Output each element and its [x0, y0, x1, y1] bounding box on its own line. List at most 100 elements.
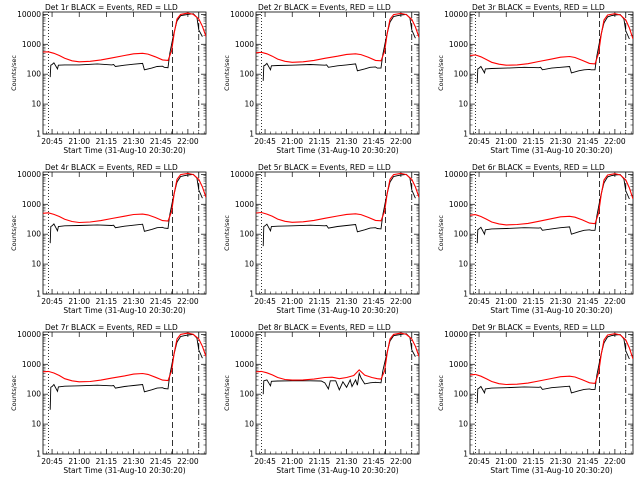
y-tick-label: 1 [249, 450, 254, 459]
x-tick-label: 20:45 [468, 297, 490, 306]
plot-frame [42, 331, 207, 455]
y-tick-label: 10000 [444, 330, 468, 339]
y-tick-label: 100 [240, 230, 255, 239]
y-tick-label: 10000 [17, 330, 41, 339]
x-tick-label: 21:00 [68, 297, 90, 306]
x-axis-label: Start Time (31-Aug-10 20:30:20) [63, 146, 185, 155]
y-tick-label: 1 [36, 290, 41, 299]
x-tick-label: 21:00 [495, 297, 517, 306]
y-axis-label: Counts/sec [437, 215, 445, 251]
x-tick-label: 21:15 [309, 457, 331, 466]
x-tick-label: 22:00 [390, 297, 412, 306]
x-tick-label: 21:00 [68, 457, 90, 466]
plot-frame [255, 331, 420, 455]
x-tick-label: 21:45 [577, 137, 599, 146]
x-tick-label: 21:00 [281, 297, 303, 306]
y-tick-label: 10 [244, 260, 254, 269]
series-events-line [476, 14, 630, 84]
series-lld-line [470, 333, 633, 386]
y-tick-label: 100 [454, 230, 469, 239]
y-tick-label: 10000 [17, 10, 41, 19]
x-tick-label: 21:00 [495, 457, 517, 466]
y-tick-label: 1 [249, 290, 254, 299]
series-lld-line [256, 172, 419, 223]
series-events-line [476, 174, 630, 244]
x-tick-label: 21:30 [336, 137, 358, 146]
x-tick-label: 21:15 [523, 457, 545, 466]
series-lld-line [43, 172, 206, 224]
x-tick-label: 20:45 [41, 297, 63, 306]
panel-title: Det 8r BLACK = Events, RED = LLD [258, 323, 391, 332]
y-tick-label: 10 [458, 420, 468, 429]
y-tick-label: 10000 [444, 10, 468, 19]
y-tick-label: 1000 [22, 40, 41, 49]
y-tick-label: 100 [454, 390, 469, 399]
y-tick-label: 1 [249, 130, 254, 139]
x-tick-label: 22:00 [604, 457, 626, 466]
y-tick-label: 10 [244, 420, 254, 429]
y-tick-label: 1000 [449, 40, 468, 49]
panel-title: Det 2r BLACK = Events, RED = LLD [258, 3, 391, 12]
panel-title: Det 6r BLACK = Events, RED = LLD [472, 163, 605, 172]
x-axis-label: Start Time (31-Aug-10 20:30:20) [276, 146, 398, 155]
panel-title: Det 5r BLACK = Events, RED = LLD [258, 163, 391, 172]
x-tick-label: 20:45 [468, 457, 490, 466]
panel-det-2: Det 2r BLACK = Events, RED = LLD 1 10 100 10… [223, 3, 420, 155]
x-tick-label: 21:30 [550, 297, 572, 306]
panel-det-4: Det 4r BLACK = Events, RED = LLD 1 10 100 10… [10, 163, 207, 315]
x-tick-label: 22:00 [390, 457, 412, 466]
x-tick-label: 21:30 [336, 457, 358, 466]
series-lld-line [43, 332, 206, 383]
panel-det-1: Det 1r BLACK = Events, RED = LLD 1 10 100 10… [10, 3, 207, 155]
y-tick-label: 10 [31, 420, 41, 429]
x-tick-label: 21:45 [150, 297, 172, 306]
x-tick-label: 22:00 [604, 297, 626, 306]
x-tick-label: 21:15 [309, 297, 331, 306]
y-tick-label: 1000 [235, 360, 254, 369]
panel-det-3: Det 3r BLACK = Events, RED = LLD 1 10 100 10… [437, 3, 634, 155]
y-axis-label: Counts/sec [437, 55, 445, 91]
x-tick-label: 21:30 [550, 457, 572, 466]
y-axis-label: Counts/sec [437, 375, 445, 411]
y-axis-label: Counts/sec [223, 375, 231, 411]
y-tick-label: 1 [463, 290, 468, 299]
x-tick-label: 21:00 [281, 137, 303, 146]
series-events-line [262, 333, 416, 395]
x-tick-label: 20:45 [468, 137, 490, 146]
plot-frame [469, 171, 634, 295]
x-tick-label: 20:45 [41, 457, 63, 466]
y-tick-label: 1000 [22, 360, 41, 369]
y-axis-label: Counts/sec [223, 215, 231, 251]
panel-title: Det 9r BLACK = Events, RED = LLD [472, 323, 605, 332]
panel-title: Det 4r BLACK = Events, RED = LLD [45, 163, 178, 172]
x-tick-label: 20:45 [254, 297, 276, 306]
y-tick-label: 10000 [17, 170, 41, 179]
panel-det-8: Det 8r BLACK = Events, RED = LLD 1 10 100 10… [223, 323, 420, 475]
x-tick-label: 20:45 [254, 457, 276, 466]
x-axis-label: Start Time (31-Aug-10 20:30:20) [276, 466, 398, 475]
plot-frame [255, 11, 420, 135]
x-tick-label: 21:15 [96, 297, 118, 306]
x-tick-label: 20:45 [41, 137, 63, 146]
x-tick-label: 21:30 [336, 297, 358, 306]
x-tick-label: 21:15 [523, 297, 545, 306]
x-tick-label: 21:45 [363, 457, 385, 466]
x-tick-label: 22:00 [604, 137, 626, 146]
x-tick-label: 22:00 [177, 137, 199, 146]
series-events-line [49, 173, 203, 244]
x-tick-label: 22:00 [177, 457, 199, 466]
panel-title: Det 7r BLACK = Events, RED = LLD [45, 323, 178, 332]
series-lld-line [43, 12, 206, 63]
y-tick-label: 1 [463, 130, 468, 139]
x-tick-label: 21:45 [150, 137, 172, 146]
x-tick-label: 21:45 [363, 137, 385, 146]
x-axis-label: Start Time (31-Aug-10 20:30:20) [490, 306, 612, 315]
y-tick-label: 100 [240, 70, 255, 79]
y-tick-label: 1000 [22, 200, 41, 209]
plot-frame [42, 11, 207, 135]
y-tick-label: 10 [458, 260, 468, 269]
panel-det-5: Det 5r BLACK = Events, RED = LLD 1 10 100 10… [223, 163, 420, 315]
y-tick-label: 1 [36, 130, 41, 139]
x-tick-label: 22:00 [177, 297, 199, 306]
